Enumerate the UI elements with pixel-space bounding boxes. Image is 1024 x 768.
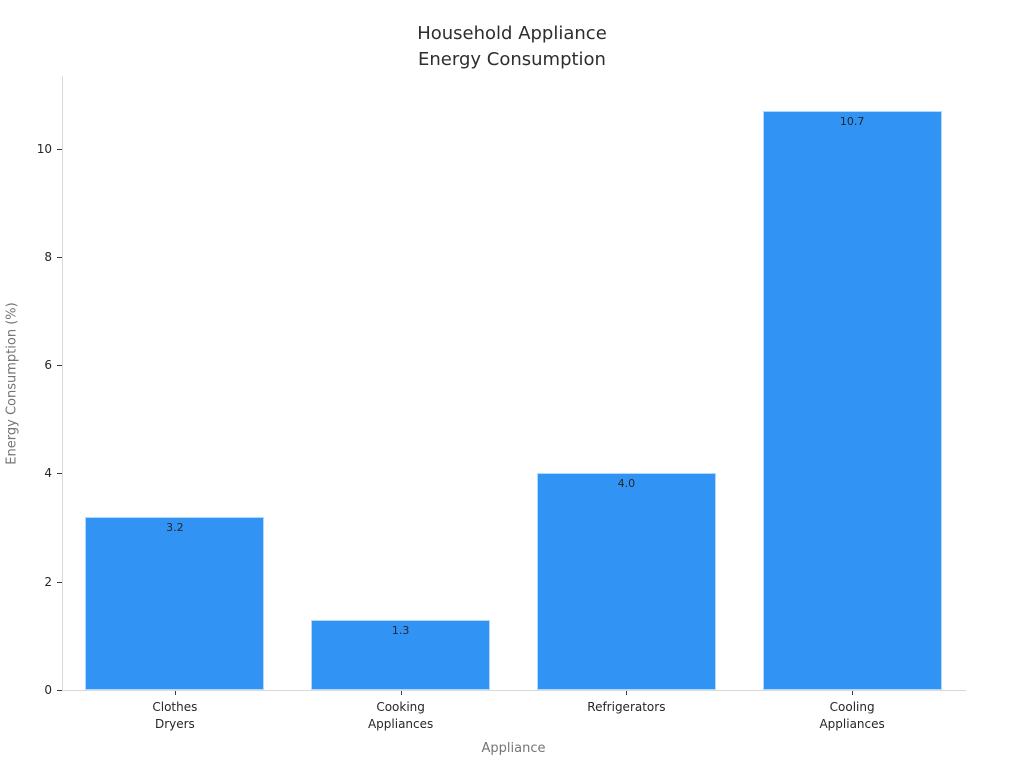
x-axis-spine <box>62 690 966 691</box>
y-tick-label: 0 <box>44 683 52 697</box>
chart-title: Household Appliance Energy Consumption <box>417 23 607 71</box>
x-tick-mark <box>174 691 176 695</box>
y-axis-spine <box>62 76 63 691</box>
y-tick-mark <box>57 256 62 258</box>
x-axis-title: Appliance <box>481 741 546 756</box>
x-tick-label: Cooking Appliances <box>367 700 434 732</box>
bar-value-label: 3.2 <box>166 520 184 534</box>
y-tick-mark <box>57 690 62 691</box>
y-tick-label: 2 <box>44 574 52 589</box>
x-tick-mark <box>400 691 402 695</box>
bar-value-label: 10.7 <box>839 114 865 128</box>
y-tick-label: 6 <box>44 358 52 373</box>
y-tick-label: 8 <box>44 249 52 264</box>
bar: 4.0 <box>536 473 716 690</box>
y-tick-mark <box>57 581 62 583</box>
bar-value-label: 4.0 <box>617 477 636 491</box>
y-tick-mark <box>57 148 62 150</box>
bar: 10.7 <box>762 110 942 690</box>
x-tick-label: Refrigerators <box>587 700 666 714</box>
x-tick-label: Cooling Appliances <box>819 700 885 732</box>
bar-value-label: 1.3 <box>391 623 410 637</box>
bar: 3.2 <box>85 516 265 690</box>
x-tick-label: Clothes Dryers <box>152 700 198 732</box>
x-tick-mark <box>626 691 628 695</box>
y-tick-mark <box>57 473 62 475</box>
y-tick-label: 4 <box>44 466 52 481</box>
y-tick-mark <box>57 365 62 367</box>
bar: 1.3 <box>311 619 490 690</box>
y-tick-label: 10 <box>36 141 52 156</box>
x-tick-mark <box>852 691 854 695</box>
y-axis-title: Energy Consumption (%) <box>4 302 20 465</box>
